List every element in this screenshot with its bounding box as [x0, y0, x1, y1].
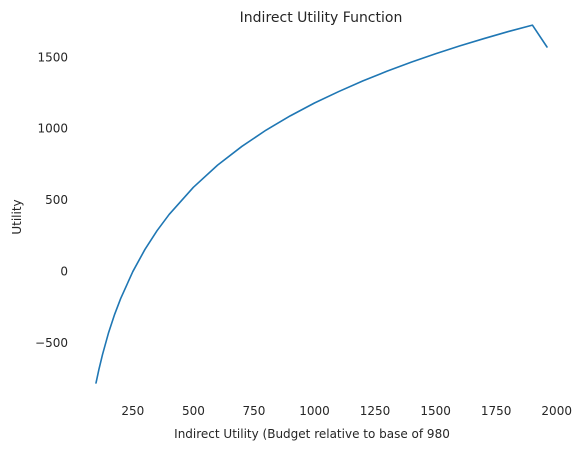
- series-layer: [95, 24, 548, 384]
- y-axis-ticks: −500 0 500 1000 1500: [35, 50, 68, 350]
- x-tick-label: 1500: [420, 404, 451, 418]
- x-tick-label: 750: [242, 404, 265, 418]
- x-tick-label: 500: [182, 404, 205, 418]
- x-axis-label: Indirect Utility (Budget relative to bas…: [174, 427, 450, 441]
- x-tick-label: 1250: [360, 404, 391, 418]
- y-tick-label: 0: [60, 265, 68, 279]
- x-tick-label: 2000: [541, 404, 572, 418]
- y-tick-label: −500: [35, 336, 68, 350]
- x-tick-label: 1750: [481, 404, 512, 418]
- y-tick-label: 500: [45, 193, 68, 207]
- y-tick-label: 1500: [37, 50, 68, 64]
- y-axis-label: Utility: [10, 199, 24, 234]
- y-tick-label: 1000: [37, 122, 68, 136]
- x-axis-ticks: 250 500 750 1000 1250 1500 1750 2000: [121, 404, 572, 418]
- chart-title: Indirect Utility Function: [240, 10, 403, 26]
- series-line: [95, 24, 548, 384]
- x-tick-label: 250: [121, 404, 144, 418]
- x-tick-label: 1000: [299, 404, 330, 418]
